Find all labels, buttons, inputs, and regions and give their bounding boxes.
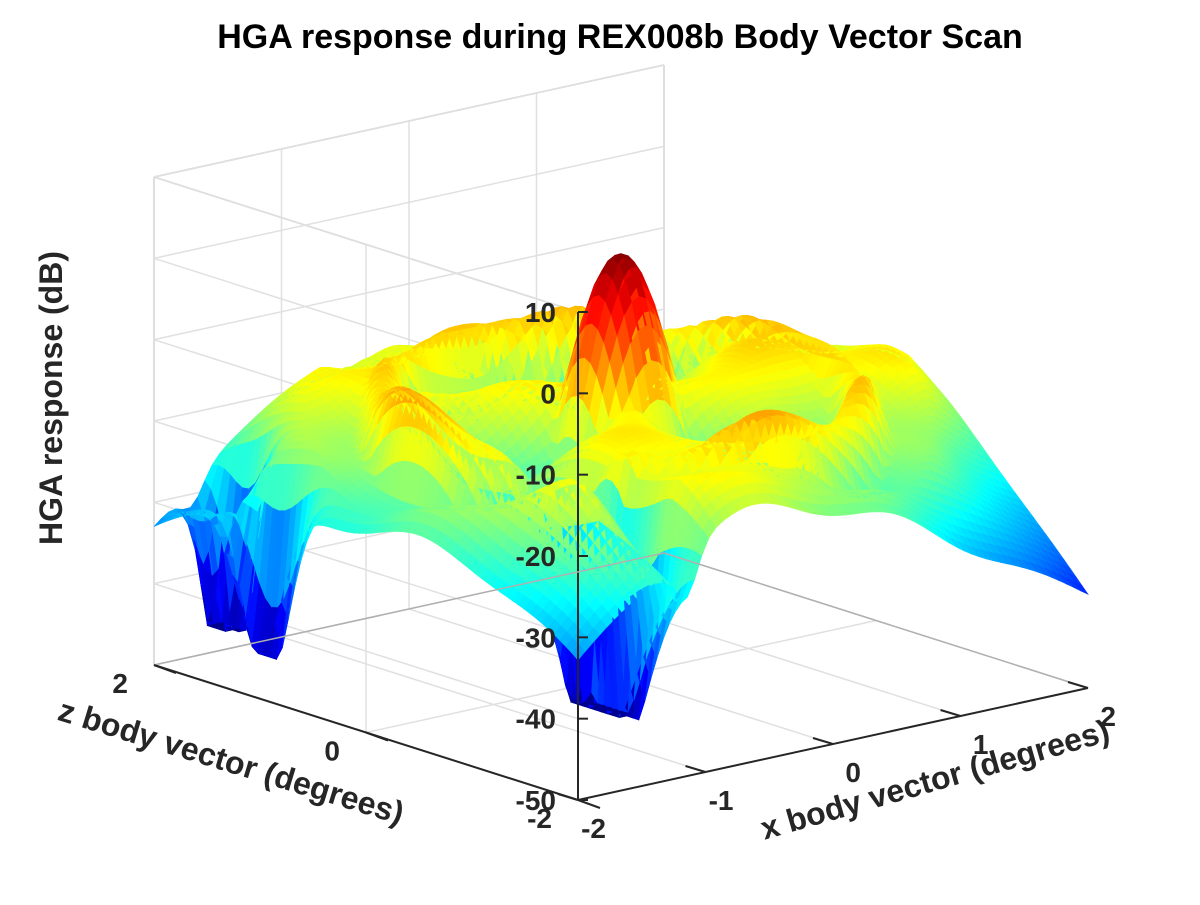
z-axis-label: HGA response (dB) bbox=[33, 251, 69, 545]
y-tick-label: 2 bbox=[112, 668, 128, 699]
y-tick bbox=[578, 800, 600, 808]
x-tick bbox=[813, 738, 833, 744]
y-tick bbox=[366, 733, 388, 741]
z-tick-label: -40 bbox=[516, 704, 556, 735]
x-tick bbox=[1068, 682, 1088, 688]
y-tick-label: -2 bbox=[527, 803, 552, 834]
x-tick bbox=[941, 710, 961, 716]
x-axis-label: x body vector (degrees) bbox=[756, 712, 1113, 846]
x-tick-label: -1 bbox=[709, 785, 734, 816]
z-tick-label: -20 bbox=[516, 541, 556, 572]
y-axis-label: z body vector (degrees) bbox=[54, 692, 408, 831]
z-tick-label: -30 bbox=[516, 622, 556, 653]
z-tick-label: 0 bbox=[540, 378, 556, 409]
x-floor-far-edge bbox=[664, 553, 1088, 688]
surface bbox=[154, 254, 1088, 720]
x-tick bbox=[686, 766, 706, 772]
y-tick bbox=[154, 665, 176, 673]
x-tick-label: -2 bbox=[581, 813, 606, 844]
x-tick bbox=[558, 794, 578, 800]
chart-title: HGA response during REX008b Body Vector … bbox=[217, 18, 1023, 56]
z-tick-label: 10 bbox=[525, 297, 556, 328]
z-tick-label: -10 bbox=[516, 460, 556, 491]
y-tick-label: 0 bbox=[324, 736, 340, 767]
